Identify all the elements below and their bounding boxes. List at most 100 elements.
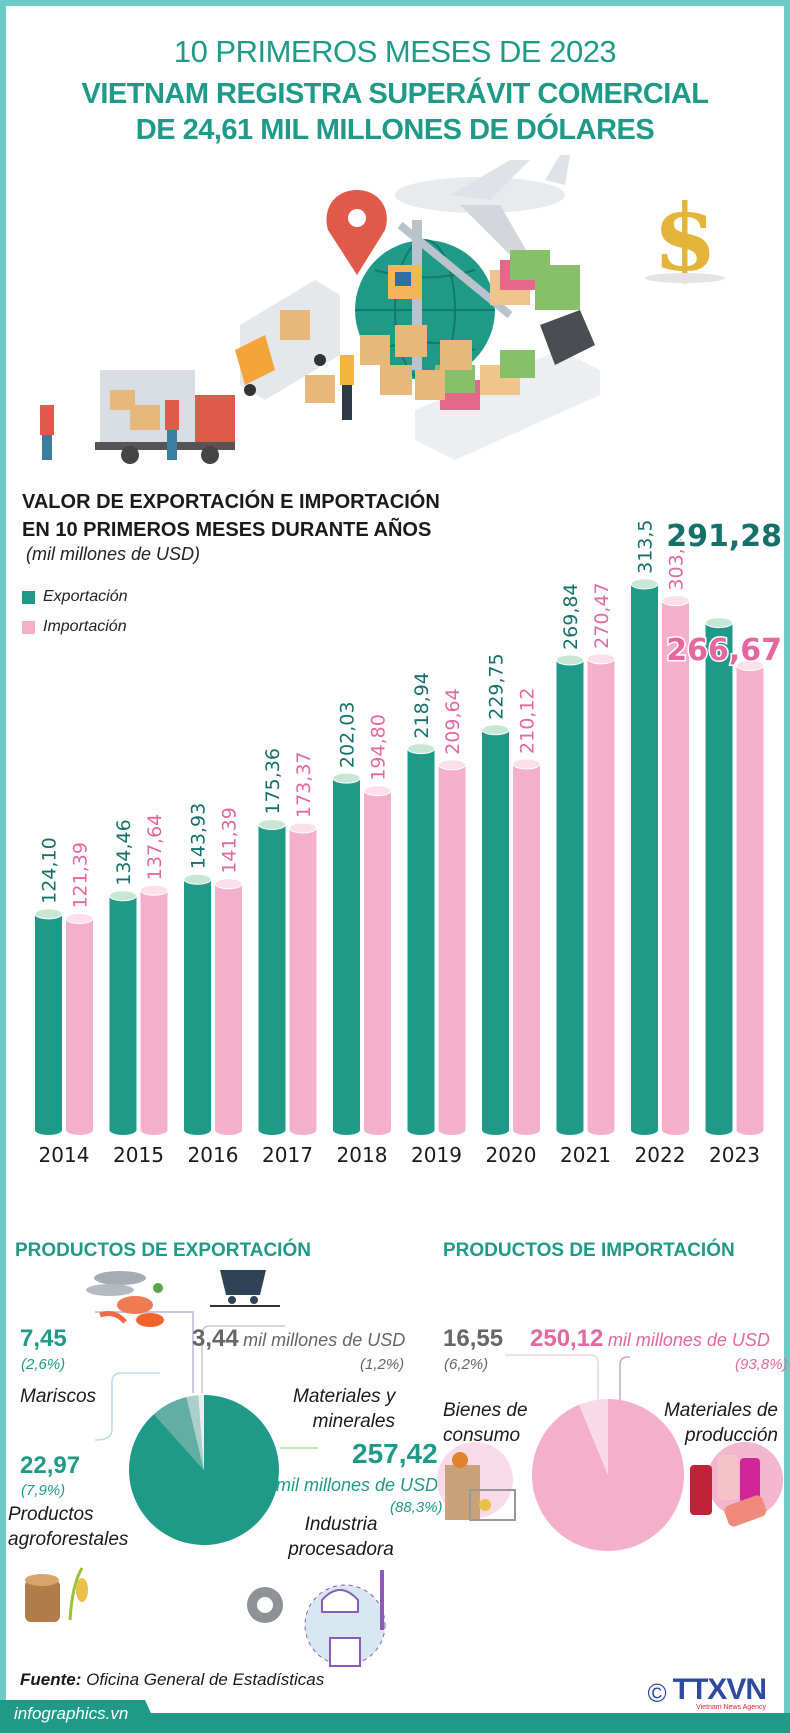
bar-base-2018-0: [333, 1125, 360, 1135]
data-label-export-2022: 313,5: [635, 519, 657, 573]
boxes-icon: [305, 325, 472, 420]
dollar-sign-icon: $: [645, 184, 725, 292]
copyright-icon: ©: [647, 1678, 667, 1708]
import-consumer-value: 16,55: [443, 1325, 504, 1352]
export-industry-category-l2: procesadora: [288, 1539, 394, 1560]
bar-cap-2015-1: [140, 884, 168, 896]
site-link[interactable]: infographics.vn: [14, 1704, 129, 1723]
export-minerals-value-row: 3,44 mil millones de USD: [192, 1325, 405, 1353]
data-label-import-2020: 210,12: [517, 687, 539, 753]
bar-base-2020-1: [513, 1125, 540, 1135]
mine-cart-icon: [210, 1270, 280, 1307]
import-leader-lines: [505, 1354, 630, 1400]
bar-cap-2020-0: [481, 724, 510, 736]
export-industry-pct: (88,3%): [390, 1499, 443, 1516]
bar-base-2018-1: [364, 1125, 391, 1135]
data-label-import-2019: 209,64: [442, 688, 464, 754]
bar-export-2017: [258, 824, 286, 1130]
bar-base-2023-0: [705, 1125, 733, 1135]
bar-import-2023: [736, 665, 764, 1130]
bar-chart: 124,10 121,39 2014 134,46 137,64 2015 143,93 14…: [34, 518, 784, 1167]
agency-name: TTXVN: [672, 1673, 767, 1706]
export-pie-chart: [86, 1270, 318, 1545]
bar-import-2016: [215, 883, 242, 1130]
x-tick-2017: 2017: [262, 1143, 313, 1167]
data-label-import-2016: 141,39: [219, 807, 241, 873]
bar-import-2015: [140, 890, 168, 1130]
import-consumer-category-l1: Bienes de: [443, 1400, 528, 1421]
bar-cap-2019-0: [407, 743, 435, 755]
bar-base-2021-0: [556, 1125, 584, 1135]
import-pie-slice-1: [579, 1399, 608, 1475]
export-pie-slice-0: [129, 1395, 280, 1545]
bar-cap-2022-1: [661, 595, 690, 607]
export-seafood-pct: (2,6%): [21, 1356, 66, 1373]
x-tick-2019: 2019: [411, 1143, 462, 1167]
legend-swatch-import: [22, 620, 35, 634]
footer-tab: [0, 1700, 160, 1733]
bar-cap-2015-0: [109, 890, 137, 902]
export-minerals-category-l1: Materiales y: [293, 1386, 396, 1407]
export-seafood-value: 7,45: [20, 1325, 67, 1352]
bar-cap-2023-0: [705, 617, 733, 629]
bar-base-2019-0: [407, 1125, 435, 1135]
import-production-pct: (93,8%): [735, 1356, 788, 1373]
bar-export-2020: [482, 729, 509, 1130]
bar-import-2018: [364, 790, 391, 1130]
export-icons-bottom: [25, 1567, 386, 1667]
wood-rice-icon: [25, 1567, 88, 1622]
bar-import-2022: [662, 600, 689, 1130]
export-industry-value: 257,42: [352, 1438, 438, 1469]
source-note: Fuente: Oficina General de Estadísticas: [20, 1670, 324, 1690]
location-pin-icon: [326, 190, 387, 275]
bar-cap-2020-1: [512, 758, 541, 770]
export-minerals-pct: (1,2%): [360, 1356, 405, 1373]
export-industry-unit: mil millones de USD: [276, 1475, 439, 1495]
data-label-import-2015: 137,64: [144, 814, 166, 880]
thread-spools-icon: [690, 1442, 783, 1527]
data-label-import-2018: 194,80: [368, 714, 390, 780]
bar-cap-2021-0: [556, 654, 584, 666]
seafood-icon: [86, 1271, 164, 1327]
logistics-illustration: $: [40, 155, 725, 464]
industry-icon: [247, 1570, 386, 1667]
export-minerals-unit: mil millones de USD: [243, 1330, 406, 1350]
import-pie-chart: [437, 1354, 783, 1551]
bar-base-2020-0: [482, 1125, 509, 1135]
x-tick-2018: 2018: [337, 1143, 388, 1167]
import-production-category-l1: Materiales de: [663, 1400, 778, 1421]
import-products-title: PRODUCTOS DE IMPORTACIÓN: [443, 1240, 735, 1261]
export-minerals-category: Materiales y minerales: [293, 1384, 395, 1434]
export-pie-slice-1: [153, 1397, 204, 1470]
data-label-export-2023: 291,28: [666, 519, 782, 554]
legend-swatch-export: [22, 590, 35, 604]
bar-export-2023: [705, 622, 733, 1130]
agency-subtitle: Vietnam News Agency: [696, 1704, 766, 1711]
bar-cap-2019-1: [438, 759, 466, 771]
export-industry-category: Industria procesadora: [286, 1512, 396, 1562]
bar-base-2015-1: [140, 1125, 168, 1135]
export-agro-category: Productos agroforestales: [8, 1502, 128, 1552]
data-label-export-2020: 229,75: [486, 653, 508, 719]
x-tick-2015: 2015: [113, 1143, 164, 1167]
export-pie-slice-3: [198, 1395, 204, 1470]
bar-base-2014-0: [35, 1125, 62, 1135]
ttxvn-logo: © TTXVN Vietnam News Agency: [647, 1673, 767, 1712]
bar-cap-2014-1: [65, 913, 94, 925]
bar-export-2015: [109, 895, 137, 1130]
import-production-value-row: 250,12 mil millones de USD: [530, 1325, 770, 1353]
bar-cap-2022-0: [630, 578, 659, 590]
import-production-category: Materiales de producción: [660, 1398, 778, 1448]
bar-export-2019: [407, 748, 435, 1130]
delivery-truck-icon: [40, 370, 235, 464]
legend-item-import: Importación: [22, 612, 128, 642]
bar-import-2017: [289, 827, 317, 1130]
export-pie-slice-2: [186, 1395, 204, 1470]
bar-cap-2018-1: [363, 785, 392, 797]
bar-cap-2014-0: [34, 908, 63, 920]
x-tick-2022: 2022: [635, 1143, 686, 1167]
data-label-export-2021: 269,84: [560, 583, 582, 649]
import-production-unit: mil millones de USD: [607, 1330, 770, 1350]
agency-mark: TTXVN Vietnam News Agency: [672, 1673, 767, 1712]
export-agro-category-l1: Productos: [8, 1504, 94, 1525]
